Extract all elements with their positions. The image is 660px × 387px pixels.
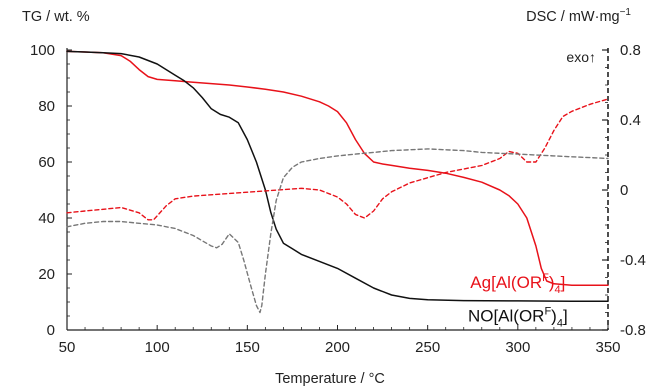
series-label-sub: 4 [555,284,561,296]
y-right-tick-label: -0.4 [620,252,646,269]
x-tick-label: 250 [415,339,440,356]
series-labels: Ag[Al(ORF)4]NO[Al(ORF)4] [468,272,568,330]
y-left-tick-label: 60 [38,154,55,171]
series-label-end: ] [563,307,568,326]
x-axis-title: Temperature / °C [275,371,385,387]
series-label-close: ) [549,273,555,292]
x-tick-label: 150 [235,339,260,356]
series-line-ag_dsc [66,98,609,221]
series-group [66,50,609,314]
x-tick-label: 50 [59,339,76,356]
series-line-no_tg [66,50,609,302]
y-left-tick-label: 80 [38,98,55,115]
y-left-tick-label: 0 [47,322,55,339]
series-label-sup: F [544,306,551,318]
y-right-tick-label: 0.4 [620,112,641,129]
y-left-tick-label: 40 [38,210,55,227]
x-tick-label: 300 [505,339,530,356]
series-label-text: Ag[Al(OR [470,273,542,292]
series-label-text: NO[Al(OR [468,307,545,326]
x-tick-label: 200 [325,339,350,356]
y-left-axis-title: TG / wt. % [22,9,90,25]
y-right-tick-label: -0.8 [620,322,646,339]
series-label: NO[Al(ORF)4] [468,306,568,330]
series-line-no_dsc [66,148,609,314]
y-right-tick-label: 0 [620,182,628,199]
series-label: Ag[Al(ORF)4] [470,272,565,296]
y-right-axis-title-main: DSC / mW·mg [526,9,619,25]
axes: 50 100 150 200 250 300 350020406080100-0.8-0.4… [30,42,646,356]
y-left-tick-label: 100 [30,42,55,59]
y-right-axis-title-sup: −1 [620,7,632,18]
series-label-sub: 4 [557,318,563,330]
series-label-sup: F [542,272,549,284]
series-line-ag_tg [66,50,609,286]
y-right-axis-title: DSC / mW·mg−1 [526,7,631,25]
exo-label: exo↑ [566,49,596,65]
y-left-tick-label: 20 [38,266,55,283]
series-label-close: ) [551,307,557,326]
y-right-tick-label: 0.8 [620,42,641,59]
series-label-end: ] [561,273,566,292]
x-tick-label: 100 [145,339,170,356]
x-tick-label: 350 [595,339,620,356]
